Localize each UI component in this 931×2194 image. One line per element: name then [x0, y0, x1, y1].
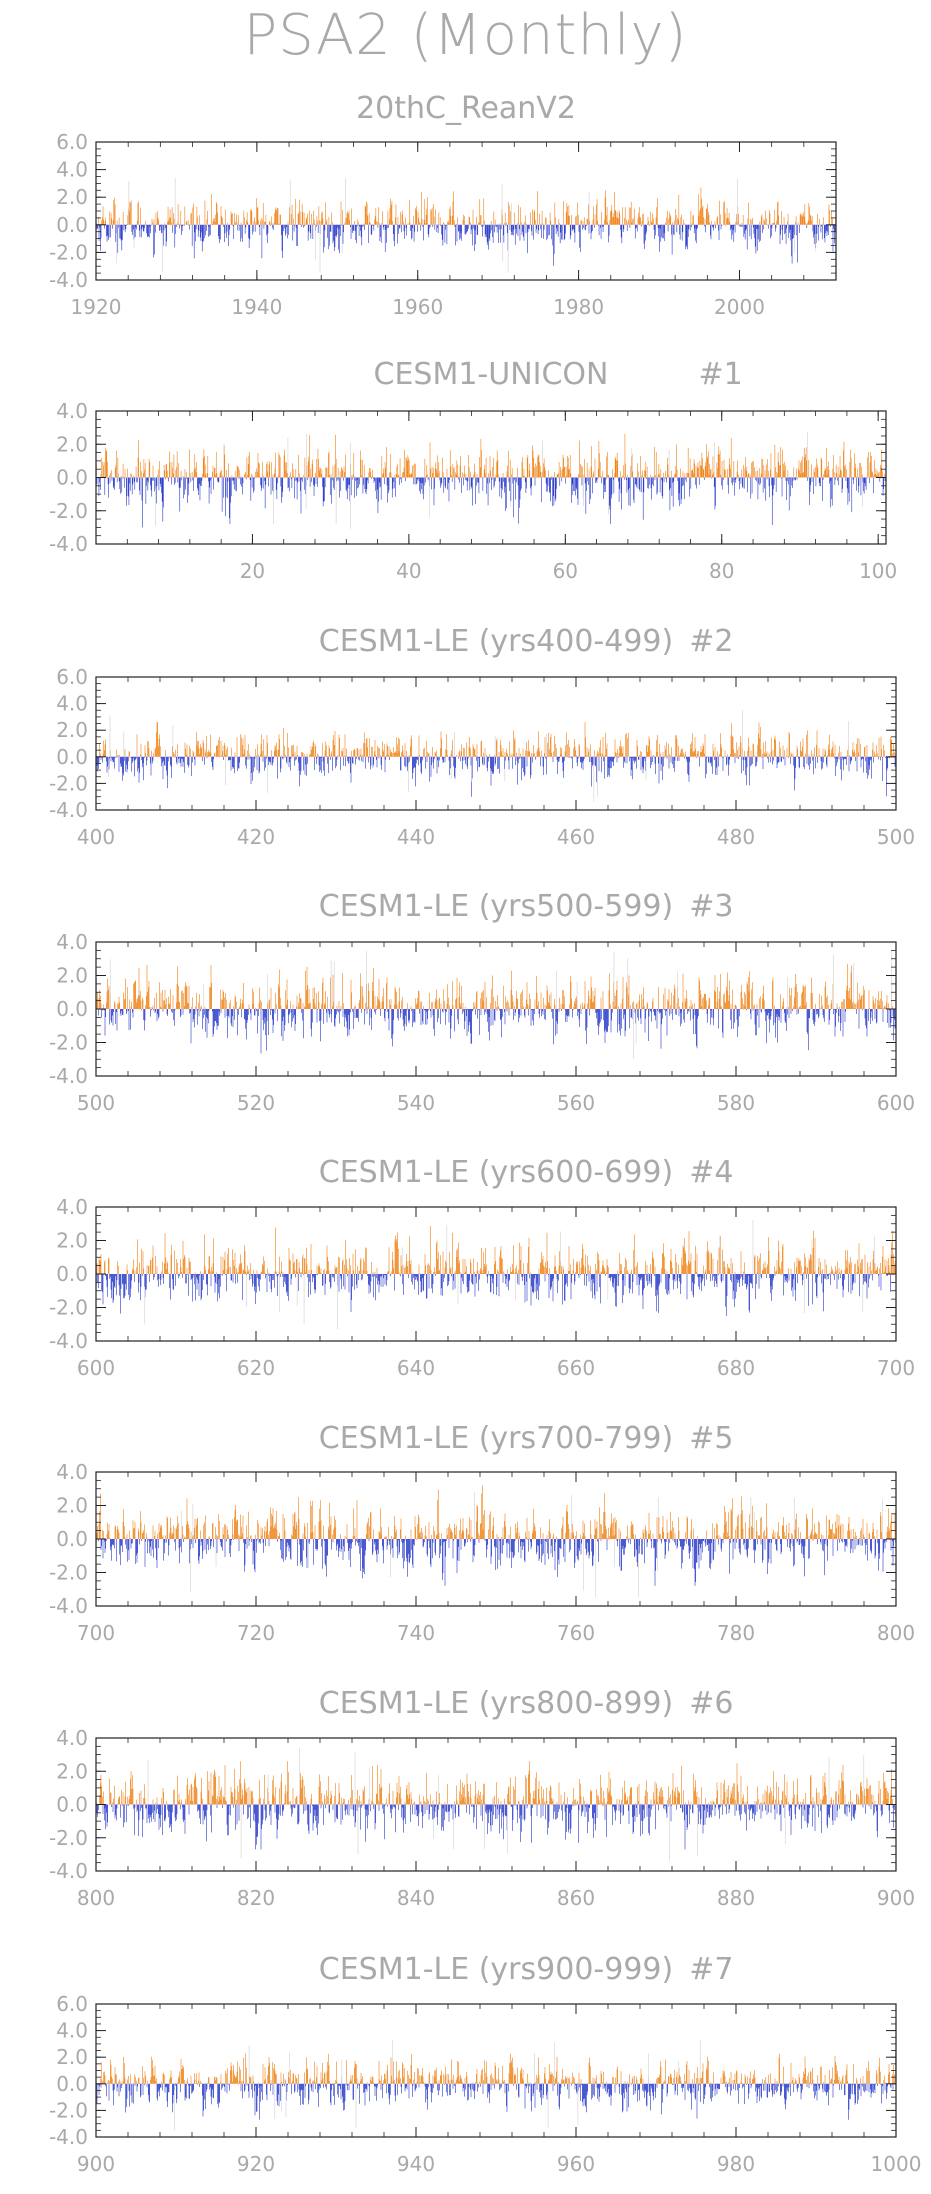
y-tick-label: 6.0: [56, 130, 88, 154]
bars: [96, 432, 886, 529]
x-tick-label: 1920: [71, 295, 122, 319]
x-tick-label: 420: [237, 825, 275, 849]
page-title: PSA2 (Monthly): [243, 3, 688, 68]
chart-panel-1: 20thC_ReanV2 6.0 4.0 2.0 0.0 -2.0 -4.0 1920 1940…: [49, 91, 837, 319]
y-tick-label: -4.0: [49, 798, 88, 822]
x-axis: 20 40 60 80 100: [95, 411, 897, 583]
chart-panel-3: CESM1-LE (yrs400-499) #2 6.0 4.02.0 0.0-2.0 -…: [49, 624, 915, 849]
panel-title: CESM1-UNICON: [374, 357, 609, 392]
plot-frame: [95, 141, 837, 281]
plot-frame: [95, 676, 897, 811]
x-tick-label: 2000: [714, 295, 765, 319]
x-tick-label: 1960: [392, 295, 443, 319]
y-tick-label: 2.0: [56, 964, 88, 988]
x-tick-label: 520: [237, 1091, 275, 1115]
plot-frame: [95, 941, 897, 1077]
x-tick-label: 60: [553, 559, 578, 583]
panel-run-label: #4: [689, 1155, 733, 1190]
panel-run-label: #2: [689, 624, 733, 659]
y-tick-label: 4.0: [56, 158, 88, 182]
x-tick-label: 540: [397, 1091, 435, 1115]
x-tick-label: 1940: [231, 295, 282, 319]
y-tick-label: 0.0: [56, 745, 88, 769]
bars: [96, 710, 896, 802]
y-tick-label: 2.0: [56, 432, 88, 456]
y-tick-label: -2.0: [49, 499, 88, 523]
y-tick-label: -2.0: [49, 1031, 88, 1055]
y-axis: 4.0 2.0 0.0 -2.0 -4.0: [49, 399, 886, 556]
x-tick-label: 1980: [553, 295, 604, 319]
y-tick-label: 4.0: [56, 930, 88, 954]
panel-run-label: #1: [699, 357, 743, 392]
x-tick-label: 460: [557, 825, 595, 849]
x-tick-label: 480: [717, 825, 755, 849]
panel-run-label: #3: [689, 889, 733, 924]
y-tick-label: 0.0: [56, 466, 88, 490]
x-tick-label: 500: [77, 1091, 115, 1115]
y-tick-label: 0.0: [56, 997, 88, 1021]
x-tick-label: 400: [77, 825, 115, 849]
x-tick-label: 600: [877, 1091, 915, 1115]
chart-panel-5: CESM1-LE (yrs600-699) #44.02.00.0-2.0-4.0…: [49, 1155, 915, 1380]
x-tick-label: 580: [717, 1091, 755, 1115]
y-tick-label: -4.0: [49, 532, 88, 556]
y-tick-label: 0.0: [56, 213, 88, 237]
y-tick-label: 4.0: [56, 692, 88, 716]
y-tick-label: -4.0: [49, 268, 88, 292]
y-tick-label: -2.0: [49, 771, 88, 795]
y-tick-label: 2.0: [56, 185, 88, 209]
x-tick-label: 560: [557, 1091, 595, 1115]
bars: [96, 1219, 896, 1330]
y-tick-label: -2.0: [49, 240, 88, 264]
chart-panel-4: CESM1-LE (yrs500-599) #3 4.0 2.0 0.0 -2.0 -4.0…: [49, 889, 915, 1115]
x-axis: 500 520 540 560 580 600: [77, 942, 915, 1115]
panel-title: CESM1-LE (yrs400-499): [319, 624, 673, 659]
x-tick-label: 100: [859, 559, 897, 583]
panel-title: 20thC_ReanV2: [356, 91, 576, 126]
y-tick-label: 6.0: [56, 665, 88, 689]
x-axis: 400 420 440 460 480 500: [77, 677, 915, 849]
x-tick-label: 80: [709, 559, 734, 583]
y-tick-label: 2.0: [56, 718, 88, 742]
bars: [96, 950, 896, 1059]
chart-panel-2: CESM1-UNICON #1 4.0 2.0 0.0 -2.0 -4.0 20 40 60 80 1…: [49, 357, 897, 583]
x-axis: 1920 1940 1960 1980 2000: [71, 142, 837, 319]
x-tick-label: 500: [877, 825, 915, 849]
x-tick-label: 440: [397, 825, 435, 849]
y-tick-label: 4.0: [56, 399, 88, 423]
panel-title: CESM1-LE (yrs600-699): [319, 1155, 673, 1190]
bars: [96, 177, 836, 273]
panel-title: CESM1-LE (yrs500-599): [319, 889, 673, 924]
y-tick-label: -4.0: [49, 1064, 88, 1088]
x-tick-label: 40: [396, 559, 421, 583]
y-axis: 4.0 2.0 0.0 -2.0 -4.0: [49, 930, 896, 1088]
y-axis: 6.0 4.02.0 0.0-2.0 -4.0: [49, 665, 896, 822]
y-axis: 6.0 4.0 2.0 0.0 -2.0 -4.0: [49, 130, 836, 292]
x-tick-label: 20: [240, 559, 265, 583]
